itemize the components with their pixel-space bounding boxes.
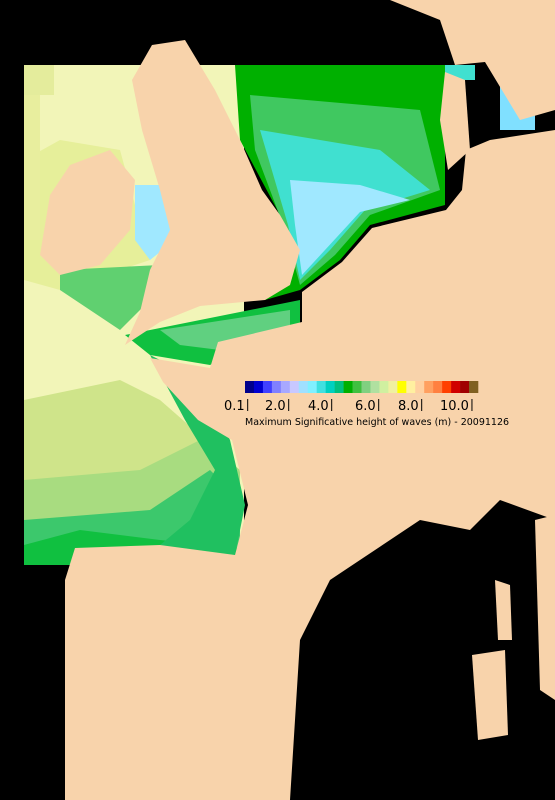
legend-title: Maximum Significative height of waves (m… bbox=[245, 417, 509, 428]
colorbar-tick-label: 8.0 bbox=[398, 399, 419, 414]
colorbar-swatch bbox=[433, 381, 443, 393]
sardinia bbox=[472, 650, 508, 740]
colorbar-tick-label: 10.0 bbox=[440, 399, 469, 414]
ireland bbox=[40, 150, 135, 275]
italy bbox=[535, 515, 555, 700]
colorbar-swatch bbox=[352, 381, 362, 393]
colorbar-swatch bbox=[460, 381, 470, 393]
colorbar-swatch bbox=[442, 381, 452, 393]
channel-band bbox=[160, 310, 290, 350]
colorbar-swatch bbox=[469, 381, 479, 393]
corsica bbox=[495, 580, 512, 640]
biscay-coast bbox=[150, 355, 245, 555]
colorbar-swatch bbox=[334, 381, 344, 393]
colorbar-swatch bbox=[343, 381, 353, 393]
colorbar-swatch bbox=[379, 381, 389, 393]
colorbar-swatch bbox=[307, 381, 317, 393]
denmark bbox=[440, 72, 470, 170]
sea-band bbox=[60, 265, 160, 330]
colorbar-tick-label: 2.0 bbox=[265, 399, 286, 414]
colorbar-tick-label: 4.0 bbox=[308, 399, 329, 414]
colorbar-ticks: 0.1 2.0 4.0 6.0 8.0 10.0 bbox=[224, 399, 473, 414]
north-sea-band bbox=[290, 180, 410, 275]
colorbar-swatch bbox=[289, 381, 300, 393]
colorbar-tick-label: 0.1 bbox=[224, 399, 245, 414]
colorbar-swatch bbox=[415, 381, 425, 393]
sea-band bbox=[24, 65, 54, 95]
colorbar-swatch bbox=[316, 381, 326, 393]
colorbar-swatch bbox=[253, 381, 264, 393]
colorbar-tick-label: 6.0 bbox=[355, 399, 376, 414]
scandinavia bbox=[390, 0, 555, 120]
colorbar bbox=[245, 381, 479, 393]
colorbar-swatch bbox=[388, 381, 398, 393]
colorbar-swatch bbox=[406, 381, 416, 393]
sea-band bbox=[24, 95, 40, 240]
colorbar-swatch bbox=[361, 381, 371, 393]
colorbar-swatch bbox=[245, 381, 255, 393]
great-britain bbox=[125, 40, 300, 345]
colorbar-swatch bbox=[280, 381, 291, 393]
colorbar-swatch bbox=[271, 381, 282, 393]
colorbar-swatch bbox=[424, 381, 434, 393]
colorbar-swatch bbox=[325, 381, 335, 393]
colorbar-swatch bbox=[451, 381, 461, 393]
colorbar-swatch bbox=[397, 381, 407, 393]
colorbar-swatch bbox=[370, 381, 380, 393]
colorbar-swatch bbox=[298, 381, 309, 393]
colorbar-swatch bbox=[262, 381, 273, 393]
